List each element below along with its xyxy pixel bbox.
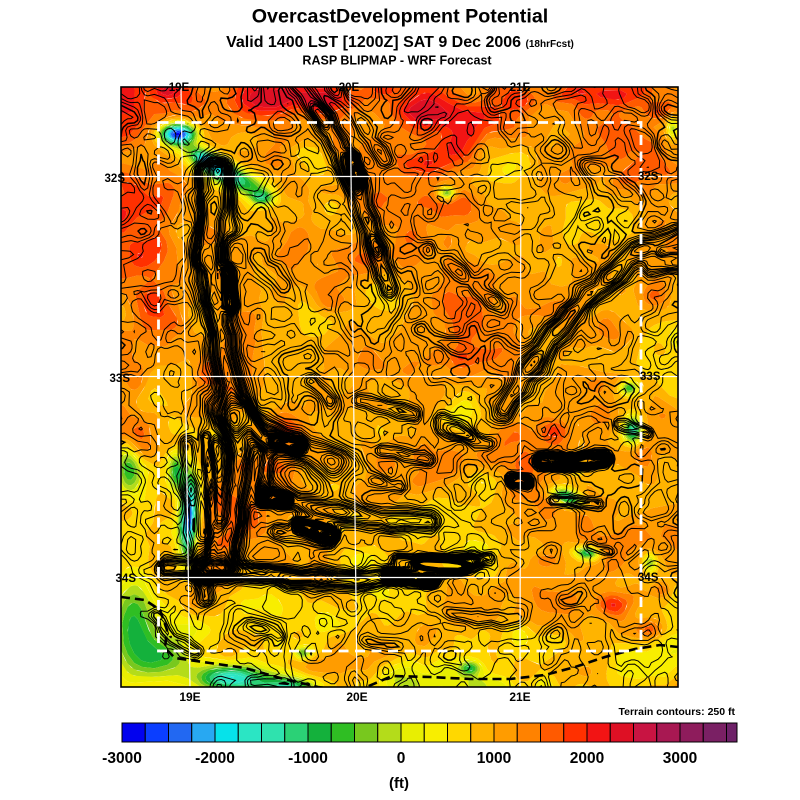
svg-text:19E: 19E	[169, 82, 190, 94]
svg-text:32S: 32S	[105, 173, 126, 185]
svg-text:2000: 2000	[570, 750, 604, 767]
svg-text:1000: 1000	[477, 750, 511, 767]
svg-text:Terrain contours: 250 ft: Terrain contours: 250 ft	[619, 706, 736, 718]
svg-text:20E: 20E	[346, 690, 367, 704]
svg-text:-1000: -1000	[288, 750, 328, 767]
svg-text:33S: 33S	[110, 373, 131, 385]
svg-text:21E: 21E	[509, 690, 530, 704]
svg-text:21E: 21E	[510, 82, 531, 94]
svg-text:33S: 33S	[640, 371, 661, 383]
svg-text:Valid 1400 LST [1200Z] SAT 9 D: Valid 1400 LST [1200Z] SAT 9 Dec 2006 (1…	[226, 34, 574, 51]
svg-text:(ft): (ft)	[389, 775, 409, 792]
svg-text:RASP BLIPMAP - WRF Forecast: RASP BLIPMAP - WRF Forecast	[302, 54, 492, 68]
svg-text:0: 0	[397, 750, 406, 767]
svg-text:32S: 32S	[638, 171, 659, 183]
svg-text:20E: 20E	[339, 82, 360, 94]
svg-text:34S: 34S	[116, 573, 137, 585]
svg-text:OvercastDevelopment Potential: OvercastDevelopment Potential	[252, 6, 549, 28]
svg-text:19E: 19E	[179, 690, 200, 704]
svg-text:-3000: -3000	[102, 750, 142, 767]
svg-text:34S: 34S	[638, 572, 659, 584]
svg-text:-2000: -2000	[195, 750, 235, 767]
svg-text:3000: 3000	[663, 750, 697, 767]
